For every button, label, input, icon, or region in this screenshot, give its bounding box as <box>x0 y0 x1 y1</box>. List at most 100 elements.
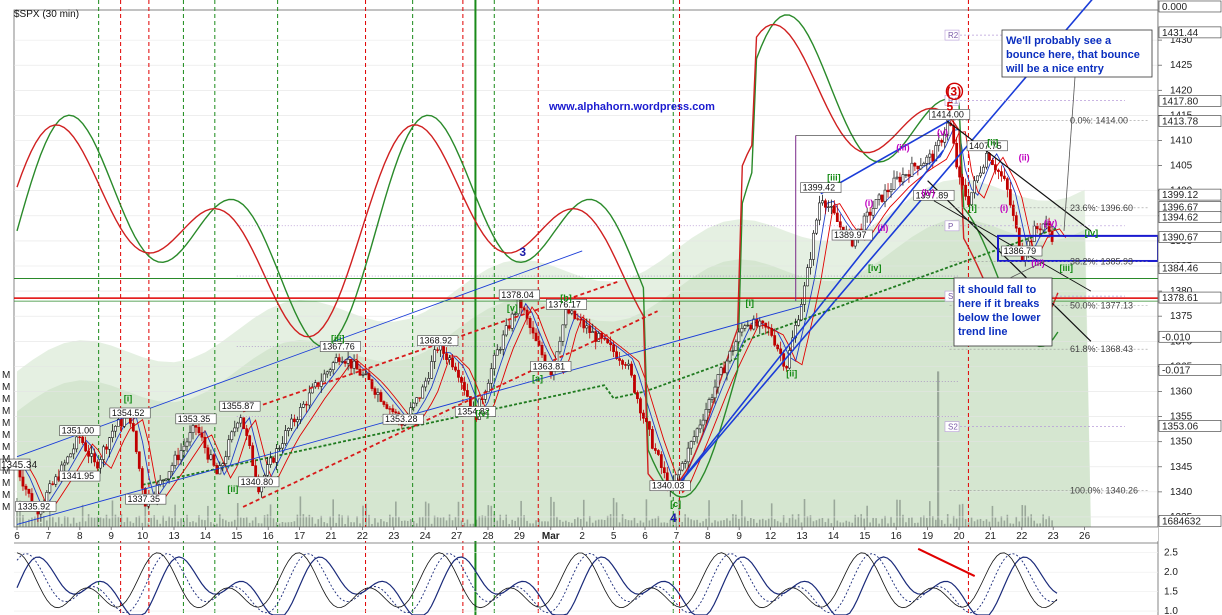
candle-body <box>427 378 431 382</box>
volume-bar <box>591 522 594 527</box>
candle-body <box>367 373 371 380</box>
candle-body <box>63 462 67 466</box>
price-label-box <box>929 109 971 120</box>
candle-body <box>463 382 466 391</box>
candle-body <box>606 338 610 344</box>
candle-body <box>1005 178 1009 190</box>
y-tick-label: 1425 <box>1170 60 1193 71</box>
candle-body <box>588 325 592 333</box>
volume-bar <box>403 520 406 527</box>
volume-bar <box>618 522 621 527</box>
volume-bar <box>878 523 880 527</box>
candle-body <box>191 425 195 433</box>
volume-bar <box>1000 516 1003 527</box>
candle-body <box>513 313 517 315</box>
wave-label: (ii) <box>1019 153 1030 163</box>
volume-bar <box>508 523 510 527</box>
annotation-text: bounce here, that bounce <box>1006 49 1140 61</box>
y-tick-label: 1360 <box>1170 386 1193 397</box>
candle-body <box>134 430 138 453</box>
volume-bar <box>305 516 308 527</box>
candle-body <box>579 319 583 321</box>
candle-body <box>272 457 275 463</box>
fib-label: 100.0%: 1340.26 <box>1070 486 1138 496</box>
candle-body <box>940 140 944 143</box>
candle-body <box>480 398 484 401</box>
volume-bar <box>940 520 943 527</box>
x-tick-label: 17 <box>294 531 306 542</box>
left-margin-mark: M <box>2 478 10 489</box>
volume-bar <box>395 501 397 527</box>
volume-bar <box>630 520 633 527</box>
candle-body <box>167 471 171 480</box>
candle-body <box>740 328 744 333</box>
volume-bar <box>469 523 472 527</box>
volume-bar <box>278 523 281 527</box>
candle-body <box>818 202 821 221</box>
y-tick-label: 1355 <box>1170 412 1193 423</box>
candle-body <box>567 309 571 314</box>
volume-bar <box>99 517 102 527</box>
candle-body <box>331 362 335 371</box>
volume-bar <box>293 521 296 527</box>
volume-bar <box>585 521 588 527</box>
volume-bar <box>281 521 284 527</box>
price-label: 1353.28 <box>385 414 418 424</box>
volume-bar <box>669 519 672 527</box>
x-tick-label: 2 <box>579 531 585 542</box>
volume-bar <box>577 517 579 527</box>
candle-body <box>603 338 607 340</box>
candle-body <box>662 467 666 474</box>
volume-bar <box>380 519 382 527</box>
volume-bar <box>812 521 815 527</box>
candle-body <box>466 390 469 397</box>
lower-line-1 <box>16 556 1058 615</box>
volume-bar <box>675 516 678 527</box>
x-tick-label: 19 <box>922 531 934 542</box>
right-price-box <box>1158 0 1222 13</box>
candle-body <box>170 465 174 473</box>
candle-body <box>394 411 398 414</box>
annotation-box-fall <box>953 277 1053 347</box>
volume-bar <box>359 523 361 527</box>
volume-bar <box>251 520 254 527</box>
candle-body <box>424 380 428 388</box>
candle-body <box>358 368 362 376</box>
lower-tick-label: 2.5 <box>1164 548 1178 559</box>
candle-body <box>525 309 529 319</box>
volume-bar <box>597 519 600 527</box>
candle-body <box>212 454 216 466</box>
volume-bar <box>481 515 484 527</box>
volume-bar <box>141 522 144 527</box>
price-label-box <box>319 341 361 352</box>
major-wave-label: (3) <box>946 84 961 98</box>
candle-body <box>621 360 624 365</box>
volume-bar <box>1003 520 1006 527</box>
price-label: 1376.17 <box>548 299 581 309</box>
volume-bar <box>386 522 388 527</box>
left-price-label: 1345.34 <box>1 460 38 471</box>
volume-bar <box>69 523 72 527</box>
candle-body <box>913 162 917 167</box>
x-tick-label: 22 <box>1016 531 1028 542</box>
volume-bar <box>914 522 916 527</box>
volume-bar <box>502 520 505 527</box>
volume-bar <box>744 516 746 527</box>
price-label: 1389.97 <box>834 230 867 240</box>
volume-bar <box>884 515 886 527</box>
volume-bar <box>928 501 931 527</box>
candle-body <box>639 398 642 414</box>
candle-body <box>248 435 252 446</box>
wave-label: [iii] <box>331 333 345 343</box>
y-tick-label: 1375 <box>1170 311 1193 322</box>
candle-body <box>719 367 723 375</box>
candle-body <box>627 363 630 366</box>
right-price-box <box>1158 420 1222 432</box>
volume-bar <box>409 519 412 527</box>
volume-bar <box>332 499 334 527</box>
volume-bar <box>556 516 558 527</box>
x-tick-label: 20 <box>953 531 965 542</box>
candle-body <box>838 221 842 228</box>
candle-body <box>218 465 222 475</box>
volume-bar <box>514 520 516 527</box>
